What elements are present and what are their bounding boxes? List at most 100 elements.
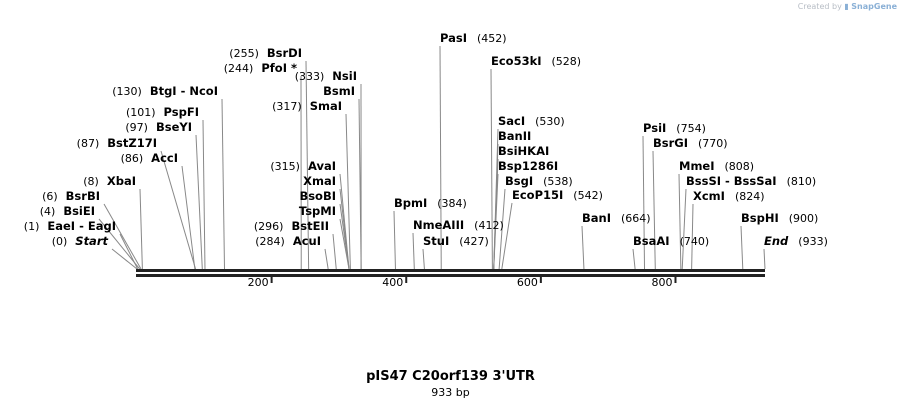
- ruler-label: 600: [517, 276, 538, 289]
- enzyme-name: SmaI: [310, 99, 342, 113]
- site-line: [221, 98, 226, 270]
- site-label[interactable]: PspFI (101): [126, 105, 199, 119]
- site-line: [345, 113, 351, 270]
- site-label[interactable]: AvaI (315): [270, 159, 336, 173]
- enzyme-name: BsrBI: [66, 189, 100, 203]
- site-label[interactable]: BanII: [498, 129, 531, 143]
- site-position: (542): [573, 189, 603, 202]
- site-position: (530): [535, 115, 565, 128]
- site-lines: [98, 45, 766, 270]
- site-line: [305, 60, 310, 270]
- ruler-tick: [539, 277, 542, 283]
- enzyme-name: PspFI: [164, 105, 199, 119]
- enzyme-name: BstEII: [291, 219, 329, 233]
- site-label[interactable]: AcuI (284): [255, 234, 321, 248]
- enzyme-name: SacI: [498, 114, 525, 128]
- site-line: [632, 248, 636, 270]
- enzyme-name: BsgI: [505, 174, 533, 188]
- enzyme-name: BsrDI: [267, 46, 302, 60]
- site-line: [324, 248, 329, 270]
- site-label[interactable]: PsiI (754): [643, 121, 706, 135]
- site-label[interactable]: Start (0): [52, 234, 109, 248]
- site-position: (101): [126, 106, 156, 119]
- site-label[interactable]: EaeI - EagI (1): [24, 219, 116, 233]
- site-position: (452): [477, 32, 507, 45]
- site-label[interactable]: SmaI (317): [272, 99, 342, 113]
- enzyme-name: XbaI: [107, 174, 136, 188]
- site-label[interactable]: Eco53kI (528): [491, 54, 581, 68]
- enzyme-name: AvaI: [308, 159, 336, 173]
- enzyme-name: EcoP15I: [512, 188, 563, 202]
- site-label[interactable]: NmeAIII (412): [413, 218, 504, 232]
- site-label[interactable]: Bsp1286I: [498, 159, 558, 173]
- site-label[interactable]: EcoP15I (542): [512, 188, 603, 202]
- site-line: [111, 248, 138, 270]
- sequence-strand-top: [136, 269, 765, 272]
- enzyme-name: NsiI: [332, 69, 357, 83]
- site-label[interactable]: XbaI (8): [83, 174, 136, 188]
- site-label[interactable]: BpmI (384): [394, 196, 467, 210]
- site-label[interactable]: AccI (86): [121, 151, 178, 165]
- site-label[interactable]: XmaI: [303, 174, 336, 188]
- enzyme-name: BseYI: [156, 120, 192, 134]
- site-label[interactable]: BsrBI (6): [42, 189, 100, 203]
- site-label[interactable]: BsgI (538): [505, 174, 573, 188]
- site-position: (770): [698, 137, 728, 150]
- site-position: (333): [295, 70, 325, 83]
- site-label[interactable]: BstZ17I (87): [77, 136, 157, 150]
- site-line: [98, 218, 141, 270]
- site-line: [139, 188, 143, 270]
- site-label[interactable]: BssSI - BssSaI (810): [686, 174, 816, 188]
- site-label[interactable]: PfoI * (244): [224, 61, 297, 75]
- site-position: (296): [254, 220, 284, 233]
- site-label[interactable]: PasI (452): [440, 31, 507, 45]
- site-line: [740, 225, 744, 270]
- site-label[interactable]: BsiEI (4): [40, 204, 95, 218]
- site-position: (284): [255, 235, 285, 248]
- site-position: (97): [125, 121, 148, 134]
- site-label[interactable]: SacI (530): [498, 114, 565, 128]
- site-label[interactable]: BsrGI (770): [653, 136, 728, 150]
- site-label[interactable]: TspMI: [299, 204, 336, 218]
- enzyme-name: StuI: [423, 234, 449, 248]
- enzyme-name: AcuI: [293, 234, 321, 248]
- site-line: [652, 150, 656, 270]
- site-position: (810): [787, 175, 817, 188]
- snapgene-credit: Created by ▮ SnapGene: [798, 2, 897, 11]
- site-label[interactable]: BsiHKAI: [498, 144, 549, 158]
- ruler-tick: [674, 277, 677, 283]
- map-length: 933 bp: [431, 386, 470, 399]
- site-line: [332, 233, 337, 270]
- site-label[interactable]: BstEII (296): [254, 219, 329, 233]
- site-label[interactable]: NsiI (333): [295, 69, 357, 83]
- site-label[interactable]: XcmI (824): [693, 189, 765, 203]
- site-label[interactable]: MmeI (808): [679, 159, 754, 173]
- site-label[interactable]: BspHI (900): [741, 211, 818, 225]
- site-position: (0): [52, 235, 68, 248]
- site-label[interactable]: BsrDI (255): [229, 46, 302, 60]
- ruler-label: 200: [248, 276, 269, 289]
- ruler-label: 800: [651, 276, 672, 289]
- enzyme-name: Bsp1286I: [498, 159, 558, 173]
- enzyme-name: Start: [75, 234, 108, 248]
- site-label[interactable]: StuI (427): [423, 234, 489, 248]
- site-label[interactable]: End (933): [764, 234, 828, 248]
- site-label[interactable]: BseYI (97): [125, 120, 192, 134]
- site-label[interactable]: BsoBI: [299, 189, 336, 203]
- site-position: (824): [735, 190, 765, 203]
- site-line: [202, 119, 206, 270]
- site-line: [160, 150, 197, 270]
- site-position: (1): [24, 220, 40, 233]
- site-label[interactable]: BsmI: [323, 84, 355, 98]
- enzyme-name: BsoBI: [299, 189, 336, 203]
- site-label[interactable]: BanI (664): [582, 211, 651, 225]
- enzyme-name: AccI: [151, 151, 178, 165]
- site-position: (412): [474, 219, 504, 232]
- site-line: [103, 203, 142, 270]
- site-label[interactable]: BtgI - NcoI (130): [112, 84, 218, 98]
- sequence-strand-bottom: [136, 274, 765, 277]
- site-label[interactable]: BsaAI (740): [633, 234, 709, 248]
- enzyme-name: Eco53kI: [491, 54, 542, 68]
- site-line: [681, 188, 687, 270]
- sequence-bar: [136, 269, 765, 277]
